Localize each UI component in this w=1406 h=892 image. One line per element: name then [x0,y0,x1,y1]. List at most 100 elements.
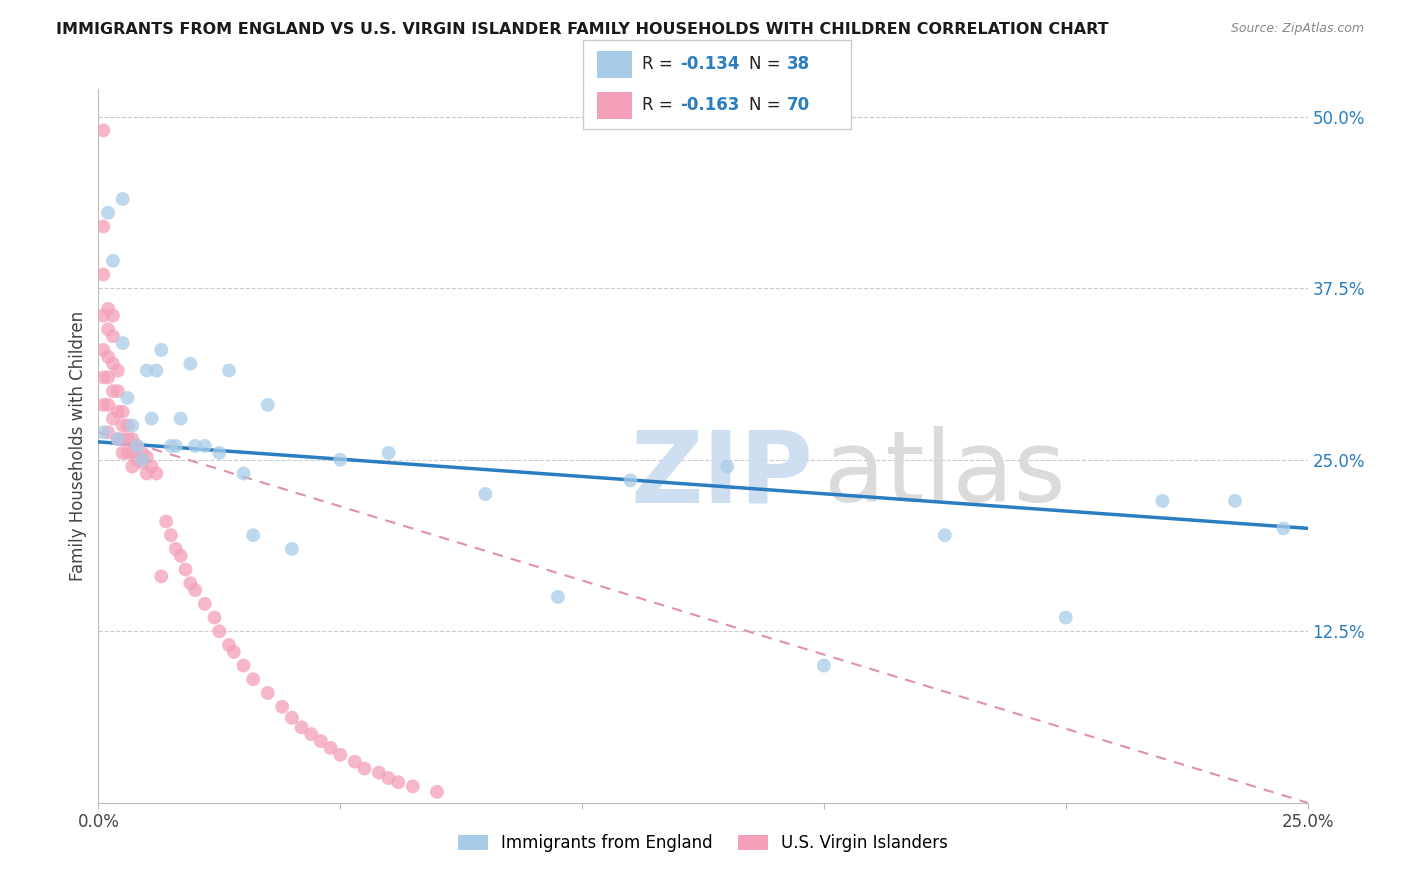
Point [377,446,399,460]
Point [121,446,143,460]
Point [160,439,183,453]
Point [184,439,207,453]
FancyBboxPatch shape [583,40,851,129]
Point [117,432,139,446]
Point [934,528,956,542]
Point [160,528,183,542]
Point [127,452,149,467]
Point [256,398,278,412]
Point [194,597,217,611]
Legend: Immigrants from England, U.S. Virgin Islanders: Immigrants from England, U.S. Virgin Isl… [451,828,955,859]
Bar [596,92,631,119]
Y-axis label: Family Households with Children: Family Households with Children [69,311,87,581]
Text: R =: R = [643,55,678,73]
Point [155,515,177,529]
Point [222,645,245,659]
Point [91,398,114,412]
Point [165,439,187,453]
Point [111,418,134,433]
Point [329,747,352,762]
Point [150,343,173,357]
Point [91,370,114,384]
Point [101,384,124,398]
Point [402,780,425,794]
Point [131,455,153,469]
Point [242,673,264,687]
Point [242,528,264,542]
Text: ZIP: ZIP [630,426,813,523]
Point [377,771,399,785]
Point [91,123,114,137]
Point [232,467,254,481]
Point [107,432,129,446]
Point [107,405,129,419]
Point [97,205,120,219]
Point [299,727,322,741]
Point [91,343,114,357]
Point [426,785,449,799]
Point [101,253,124,268]
Point [97,425,120,440]
Point [184,583,207,598]
Point [256,686,278,700]
Point [111,336,134,351]
Point [474,487,496,501]
Point [131,452,153,467]
Point [290,720,312,734]
Point [194,439,217,453]
Point [131,446,153,460]
Point [91,219,114,234]
Point [121,418,143,433]
Point [111,192,134,206]
Point [145,467,167,481]
Point [150,569,173,583]
Text: 70: 70 [786,96,810,114]
Point [208,446,231,460]
Point [107,432,129,446]
Point [169,549,191,563]
Point [813,658,835,673]
Point [547,590,569,604]
Point [208,624,231,639]
Point [271,699,294,714]
Point [111,432,134,446]
Text: N =: N = [749,55,786,73]
Point [121,432,143,446]
Point [281,541,304,556]
Point [165,541,187,556]
Point [619,473,641,487]
Point [101,357,124,371]
Point [101,329,124,343]
Point [218,638,240,652]
Point [169,411,191,425]
Point [101,411,124,425]
Point [353,762,375,776]
Text: -0.163: -0.163 [679,96,740,114]
Point [179,357,201,371]
Point [174,562,197,576]
Point [1223,494,1246,508]
Point [309,734,332,748]
Point [1152,494,1174,508]
Point [232,658,254,673]
Point [91,268,114,282]
Point [121,459,143,474]
Point [97,322,120,336]
Point [204,610,226,624]
Point [97,350,120,364]
Point [141,459,163,474]
Point [319,740,342,755]
Point [145,363,167,377]
Point [368,765,391,780]
Point [101,309,124,323]
Text: Source: ZipAtlas.com: Source: ZipAtlas.com [1230,22,1364,36]
Point [329,452,352,467]
Point [91,425,114,440]
Point [117,418,139,433]
Bar [596,51,631,78]
Point [97,398,120,412]
Point [107,384,129,398]
Text: 38: 38 [786,55,810,73]
Point [1272,521,1295,535]
Point [387,775,409,789]
